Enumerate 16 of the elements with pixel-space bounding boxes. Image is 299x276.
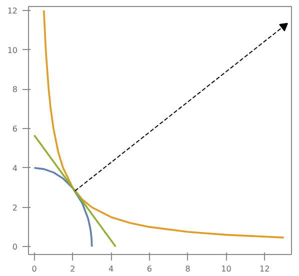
y-tick-label: 8	[12, 85, 18, 94]
x-tick-label: 6	[146, 264, 152, 274]
x-tick-label: 2	[70, 264, 76, 274]
line-series	[42, 10, 285, 238]
y-tick-label: 0	[12, 242, 18, 252]
y-tick-label: 4	[12, 164, 18, 173]
y-tick-label: 2	[12, 203, 18, 212]
x-tick-label: 10	[221, 264, 232, 274]
x-tick-label: 12	[260, 264, 270, 274]
y-tick-label: 10	[7, 46, 18, 55]
line-series	[33, 166, 93, 248]
y-tick-label: 6	[12, 124, 18, 134]
y-tick-label: 12	[7, 6, 18, 16]
x-tick-label: 8	[185, 264, 190, 274]
x-tick-label: 0	[32, 264, 37, 274]
x-tick-label: 4	[108, 264, 114, 274]
